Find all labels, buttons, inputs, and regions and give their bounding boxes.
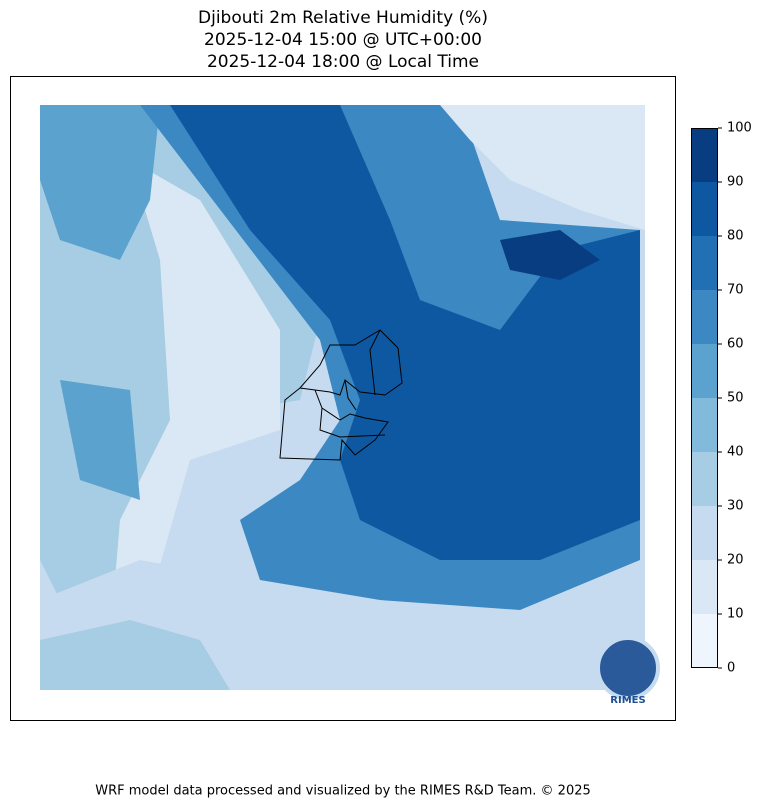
colorbar-tick-label: 70 bbox=[727, 283, 744, 298]
map-region bbox=[40, 105, 160, 260]
logo-text: RIMES bbox=[610, 695, 645, 706]
colorbar-bin bbox=[691, 182, 718, 236]
map-region bbox=[110, 160, 280, 640]
colorbar-tick-label: 10 bbox=[727, 607, 744, 622]
colorbar-bin bbox=[691, 290, 718, 344]
map: RIMES bbox=[40, 105, 660, 706]
colorbar-bin bbox=[691, 560, 718, 614]
colorbar-tick-label: 100 bbox=[727, 121, 752, 136]
map-frame bbox=[10, 76, 676, 721]
country-border bbox=[279, 329, 403, 461]
colorbar-tick-label: 20 bbox=[727, 553, 744, 568]
colorbar-bin bbox=[691, 128, 718, 182]
map-region bbox=[440, 105, 645, 230]
colorbar: 0 10 20 30 40 50 60 70 80 90 100 bbox=[691, 121, 752, 676]
colorbar-bin bbox=[691, 506, 718, 560]
colorbar-bin bbox=[691, 398, 718, 452]
colorbar-tick-label: 60 bbox=[727, 337, 744, 352]
title-line: 2025-12-04 18:00 @ Local Time bbox=[207, 52, 479, 72]
colorbar-tick-label: 30 bbox=[727, 499, 744, 514]
title-line: 2025-12-04 15:00 @ UTC+00:00 bbox=[204, 30, 482, 50]
map-region bbox=[500, 230, 600, 280]
colorbar-tick-label: 0 bbox=[727, 661, 735, 676]
colorbar-tick-label: 40 bbox=[727, 445, 744, 460]
title-line: Djibouti 2m Relative Humidity (%) bbox=[198, 8, 488, 28]
colorbar-tick-label: 50 bbox=[727, 391, 744, 406]
logo-badge bbox=[596, 636, 660, 700]
colorbar-bin bbox=[691, 344, 718, 398]
colorbar-tick-label: 80 bbox=[727, 229, 744, 244]
colorbar-bin bbox=[691, 452, 718, 506]
map-region bbox=[170, 105, 640, 560]
footer: WRF model data processed and visualized … bbox=[95, 784, 591, 799]
colorbar-tick-label: 90 bbox=[727, 175, 744, 190]
map-region bbox=[60, 380, 140, 500]
colorbar-bin bbox=[691, 614, 718, 668]
map-region bbox=[40, 620, 230, 690]
colorbar-outline bbox=[691, 128, 718, 668]
colorbar-bin bbox=[691, 236, 718, 290]
logo: RIMES bbox=[596, 636, 660, 706]
